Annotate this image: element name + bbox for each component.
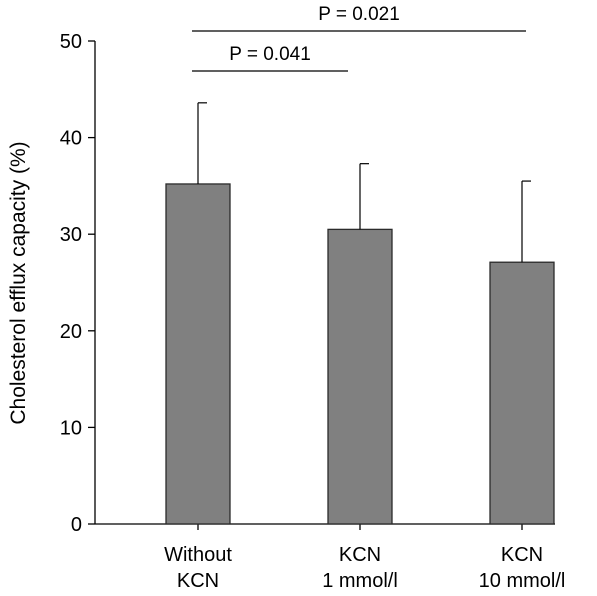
axes-layer [88,40,555,530]
bars-layer [165,183,555,525]
bar [165,183,231,525]
x-category-label: KCN [339,544,381,566]
x-category-label: KCN [501,544,543,566]
x-category-label: 10 mmol/l [479,570,566,591]
bar [489,261,555,525]
significance-label: P = 0.041 [229,44,311,65]
y-tick-label: 40 [60,128,82,150]
significance-label: P = 0.021 [318,4,400,25]
labels-layer: 0 10 20 30 40 50 Cholesterol efflux capacity (… [7,4,566,592]
bar [327,228,393,525]
annotations-layer [192,30,526,72]
y-axis-title: Cholesterol efflux capacity (%) [7,141,30,424]
error-bars-layer [197,102,531,263]
x-category-label: Without [164,544,232,566]
y-tick-label: 30 [60,224,82,246]
y-tick-label: 10 [60,417,82,439]
y-tick-label: 0 [71,514,82,536]
y-tick-label: 50 [60,31,82,53]
x-category-label: KCN [177,570,219,591]
y-tick-label: 20 [60,321,82,343]
x-category-label: 1 mmol/l [322,570,398,591]
